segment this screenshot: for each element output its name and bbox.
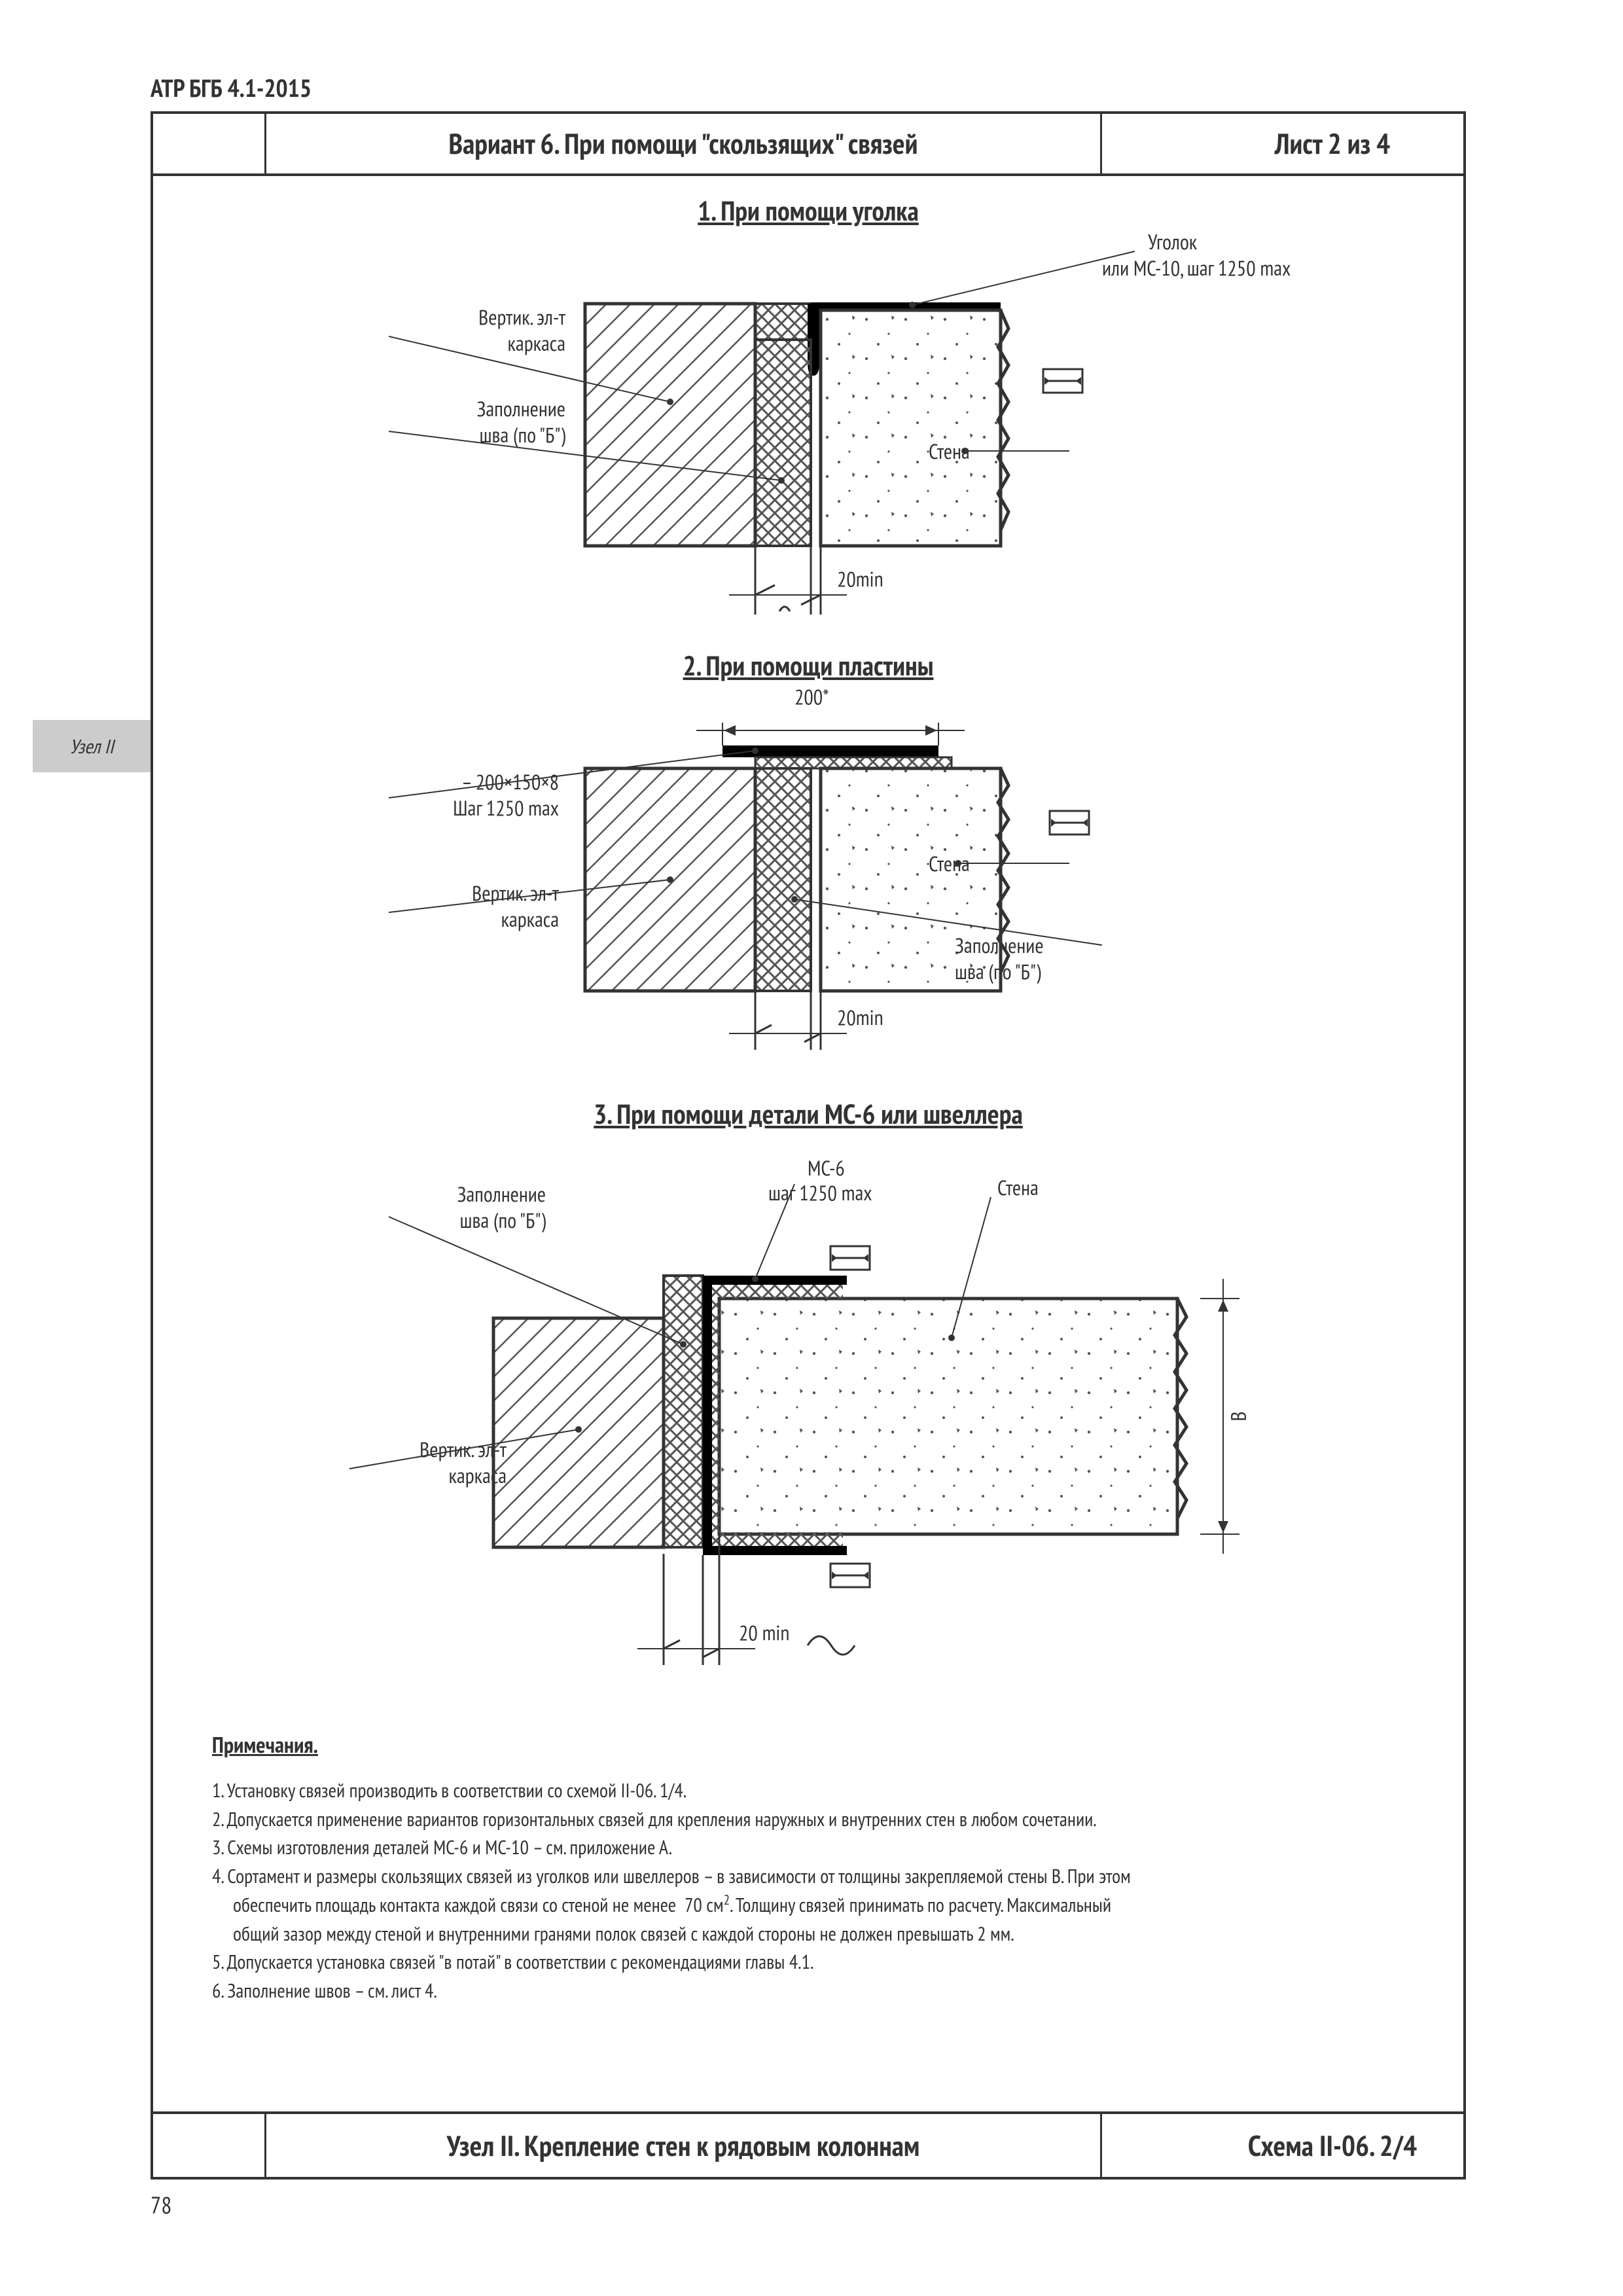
lbl-fill2b: шва (по "Б") — [955, 958, 1041, 984]
section-1-title: 1. При помощи уголка — [153, 192, 1463, 228]
note-2: 2. Допускается применение вариантов гори… — [212, 1805, 1424, 1834]
section-3-title: 3. При помощи детали МС-6 или швеллера — [153, 1096, 1463, 1132]
footer-title: Узел II. Крепление стен к рядовым колонн… — [264, 2114, 1102, 2177]
lbl-fill3b: шва (по "Б") — [330, 1207, 546, 1233]
header-row: Вариант 6. При помощи "скользящих" связе… — [153, 114, 1463, 176]
lbl-mc6b: шаг 1250 max — [768, 1179, 872, 1206]
lbl-vert1b: каркаса — [369, 330, 565, 356]
note-4b-line: обеспечить площадь контакта каждой связи… — [212, 1890, 1424, 1920]
lbl-plate1: – 200×150×8 — [356, 768, 559, 795]
note-4d: общий зазор между стеной и внутренними г… — [212, 1920, 1424, 1948]
note-4c: . Толщину связей принимать по расчету. М… — [730, 1892, 1111, 1918]
footer-row: Узел II. Крепление стен к рядовым колонн… — [153, 2111, 1463, 2177]
lbl-wall1: Стена — [929, 438, 970, 464]
lbl-vert2a: Вертик. эл-т — [356, 880, 559, 906]
note-4b-sup: 2 — [724, 1891, 730, 1909]
lbl-vert3b: каркаса — [291, 1462, 507, 1488]
header-title: Вариант 6. При помощи "скользящих" связе… — [264, 114, 1102, 173]
lbl-mc6a: МС-6 — [808, 1155, 845, 1181]
note-5: 5. Допускается установка связей "в потай… — [212, 1948, 1424, 1977]
note-1: 1. Установку связей производить в соотве… — [212, 1776, 1424, 1805]
lbl-dimB: В — [1225, 1411, 1251, 1421]
lbl-vert2b: каркаса — [356, 906, 559, 932]
footer-scheme: Схема II-06. 2/4 — [1202, 2114, 1463, 2177]
lbl-fill1a: Заполнение — [369, 395, 565, 422]
lbl-200: 200* — [794, 683, 829, 709]
doc-code: АТР БГБ 4.1-2015 — [151, 72, 312, 104]
notes-body: 1. Установку связей производить в соотве… — [212, 1776, 1424, 2005]
notes-heading: Примечания. — [212, 1731, 318, 1759]
note-4b: обеспечить площадь контакта каждой связи… — [233, 1892, 676, 1918]
lbl-plate2: Шаг 1250 max — [356, 795, 559, 821]
note-6: 6. Заполнение швов – см. лист 4. — [212, 1977, 1424, 2005]
note-3: 3. Схемы изготовления деталей МС-6 и МС-… — [212, 1833, 1424, 1862]
note-4b-val: 70 см — [685, 1892, 724, 1918]
side-tab: Узел II — [33, 720, 151, 772]
lbl-fill2a: Заполнение — [955, 932, 1044, 958]
lbl-20-3: 20 min — [739, 1619, 789, 1645]
lbl-wall2: Стена — [929, 850, 970, 876]
page-number: 78 — [151, 2189, 171, 2220]
lbl-20-1: 20min — [837, 565, 883, 592]
lbl-vert1a: Вертик. эл-т — [369, 304, 565, 330]
lbl-20-2: 20min — [837, 1004, 883, 1030]
header-sheet: Лист 2 из 4 — [1202, 114, 1463, 173]
page-frame: Вариант 6. При помощи "скользящих" связе… — [151, 111, 1466, 2179]
lbl-fill1b: шва (по "Б") — [369, 422, 565, 448]
lbl-ugolok-sub: или МС-10, шаг 1250 max — [1102, 255, 1291, 281]
lbl-wall3: Стена — [997, 1174, 1039, 1200]
lbl-vert3a: Вертик. эл-т — [291, 1436, 507, 1462]
note-4a: 4. Сортамент и размеры скользящих связей… — [212, 1862, 1424, 1891]
lbl-fill3a: Заполнение — [330, 1181, 546, 1207]
lbl-ugolok: Уголок — [1148, 228, 1197, 255]
section-2-title: 2. При помощи пластины — [153, 647, 1463, 683]
